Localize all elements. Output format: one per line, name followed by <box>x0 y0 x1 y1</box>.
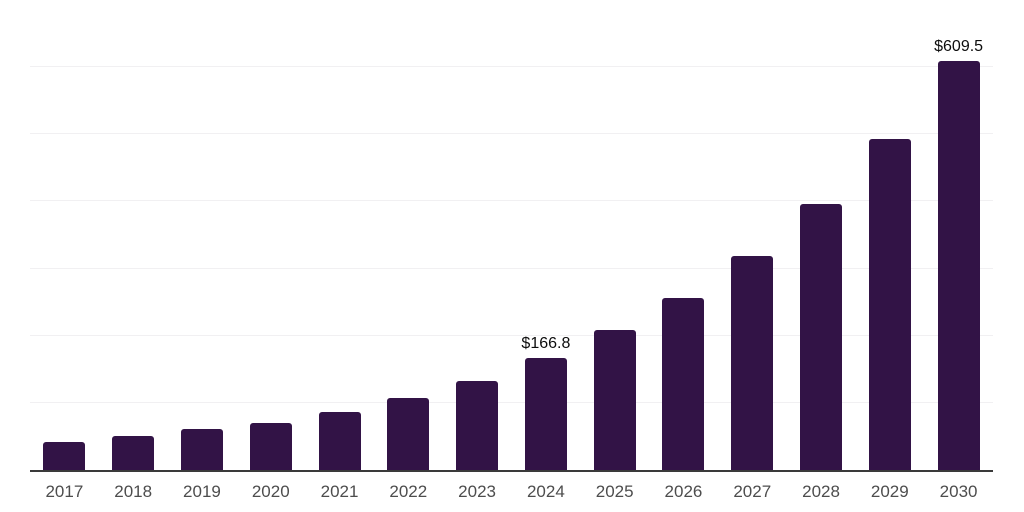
x-axis-label-2030: 2030 <box>939 482 978 501</box>
x-axis-label-2023: 2023 <box>458 482 497 501</box>
value-label-2024: $166.8 <box>521 335 571 353</box>
x-axis-label-2025: 2025 <box>595 482 634 501</box>
bar-2022 <box>387 397 430 470</box>
gridline <box>30 402 993 403</box>
gridline <box>30 335 993 336</box>
x-axis-label-2021: 2021 <box>320 482 359 501</box>
x-axis-label-2027: 2027 <box>733 482 772 501</box>
bar-2020 <box>249 422 292 470</box>
x-axis-label-2028: 2028 <box>802 482 840 501</box>
x-axis-label-2026: 2026 <box>664 482 703 501</box>
bar-2030 <box>937 60 980 470</box>
value-label-2030: $609.5 <box>934 37 984 55</box>
bar-2027 <box>731 255 774 470</box>
x-axis-label-2029: 2029 <box>870 482 909 501</box>
x-axis-label-2017: 2017 <box>45 482 84 501</box>
x-axis-label-2019: 2019 <box>183 482 221 501</box>
bar-2029 <box>868 139 911 470</box>
gridline <box>30 133 993 134</box>
x-axis-label-2020: 2020 <box>251 482 290 501</box>
x-axis-labels: 2017 2018 2019 2020 2021 2022 2023 2024 2025 2026… <box>30 483 993 505</box>
bar-2018 <box>112 436 155 470</box>
gridline <box>30 200 993 201</box>
bar-2028 <box>800 203 843 470</box>
bar-2021 <box>318 411 361 470</box>
plot-area: $166.8 $609.5 <box>30 0 993 470</box>
x-axis-line <box>30 470 993 472</box>
bar-2024 <box>524 358 567 470</box>
x-axis-label-2018: 2018 <box>114 482 153 501</box>
bar-2023 <box>456 380 499 470</box>
gridline <box>30 66 993 67</box>
bar-2017 <box>43 441 86 470</box>
bar-2019 <box>180 429 223 470</box>
bar-2025 <box>593 330 636 470</box>
gridline <box>30 268 993 269</box>
x-axis-label-2022: 2022 <box>389 482 428 501</box>
bar-2026 <box>662 297 705 470</box>
x-axis-label-2024: 2024 <box>526 482 565 501</box>
